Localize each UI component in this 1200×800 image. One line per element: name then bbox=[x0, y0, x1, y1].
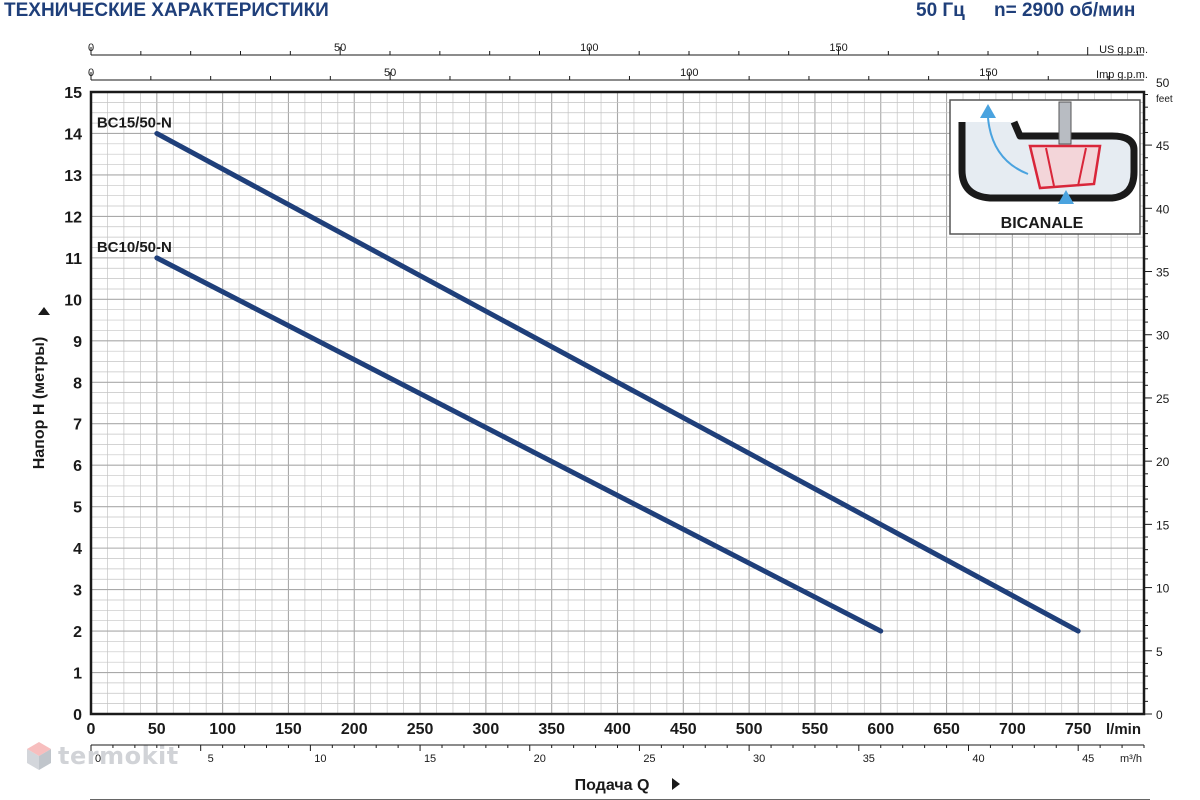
y-axis-label-group: Напор H (метры) bbox=[31, 307, 50, 469]
y-tick-label: 12 bbox=[64, 209, 82, 226]
x-tick-label: 100 bbox=[209, 721, 236, 738]
m3h-tick-label: 45 bbox=[1082, 753, 1094, 765]
cube-logo-icon bbox=[27, 742, 51, 770]
feet-tick-label: 45 bbox=[1156, 139, 1170, 153]
series-label-2: BC10/50-N bbox=[97, 239, 172, 256]
us-gpm-tick-label: 50 bbox=[334, 42, 346, 54]
feet-tick-label: 10 bbox=[1156, 582, 1170, 596]
y-tick-label: 13 bbox=[64, 168, 82, 185]
x-tick-label: 500 bbox=[736, 721, 763, 738]
plot-frame bbox=[89, 90, 1146, 716]
m3h-tick-label: 40 bbox=[972, 753, 984, 765]
imp-gpm-tick-label: 150 bbox=[979, 67, 997, 79]
y-tick-label: 10 bbox=[64, 292, 82, 309]
x-tick-label: 0 bbox=[87, 721, 96, 738]
watermark: termokit bbox=[26, 738, 179, 774]
y-tick-label: 6 bbox=[73, 458, 82, 475]
feet-tick-label: 50 bbox=[1156, 76, 1170, 90]
x-axis-arrow-icon bbox=[672, 778, 680, 790]
shaft-icon bbox=[1058, 101, 1072, 145]
speed-label: n= 2900 об/мин bbox=[994, 0, 1136, 21]
x-tick-label: 350 bbox=[538, 721, 565, 738]
series-line-1 bbox=[154, 130, 1081, 634]
feet-tick-label: 20 bbox=[1156, 455, 1170, 469]
m3h-tick-label: 0 bbox=[95, 753, 101, 765]
x-tick-label: 300 bbox=[473, 721, 500, 738]
m3h-tick-label: 30 bbox=[753, 753, 765, 765]
x-tick-label: 200 bbox=[341, 721, 368, 738]
frequency-label: 50 Гц bbox=[916, 0, 965, 21]
x-tick-label: 150 bbox=[275, 721, 302, 738]
imp-gpm-tick-label: 100 bbox=[680, 67, 698, 79]
y-tick-label: 14 bbox=[64, 126, 82, 143]
x-tick-label: 700 bbox=[999, 721, 1026, 738]
inset-label: BICANALE bbox=[1001, 215, 1084, 232]
series-line-2 bbox=[154, 255, 884, 634]
y-tick-label: 1 bbox=[73, 666, 82, 683]
feet-tick-label: 15 bbox=[1156, 518, 1170, 532]
feet-tick-label: 0 bbox=[1156, 708, 1163, 722]
y-axis-label: Напор H (метры) bbox=[31, 337, 48, 470]
series: BC15/50-N BC10/50-N bbox=[97, 114, 1081, 634]
y-tick-label: 2 bbox=[73, 624, 82, 641]
x-tick-label: 550 bbox=[802, 721, 829, 738]
us-gpm-unit-label: US g.p.m. bbox=[1099, 44, 1148, 56]
x-tick-label: 600 bbox=[867, 721, 894, 738]
m3h-tick-label: 10 bbox=[314, 753, 326, 765]
y-axis-arrow-icon bbox=[38, 307, 50, 315]
y-tick-label: 4 bbox=[73, 541, 82, 558]
imp-gpm-unit-label: Imp g.p.m. bbox=[1096, 69, 1148, 81]
x-tick-label: 50 bbox=[148, 721, 166, 738]
x-unit-label: l/min bbox=[1106, 721, 1141, 738]
series-label-1: BC15/50-N bbox=[97, 114, 172, 131]
x-tick-label: 750 bbox=[1065, 721, 1092, 738]
m3h-tick-label: 15 bbox=[424, 753, 436, 765]
flow-arrow-icon bbox=[987, 117, 1029, 175]
y-tick-label: 3 bbox=[73, 583, 82, 600]
feet-tick-label: 25 bbox=[1156, 392, 1170, 406]
imp-gpm-tick-label: 50 bbox=[384, 67, 396, 79]
y-tick-label: 8 bbox=[73, 375, 82, 392]
feet-tick-label: 40 bbox=[1156, 202, 1170, 216]
page-title: ТЕХНИЧЕСКИЕ ХАРАКТЕРИСТИКИ bbox=[4, 0, 329, 21]
y-tick-label: 7 bbox=[73, 417, 82, 434]
x-axis-label: Подача Q bbox=[575, 777, 650, 794]
m3h-tick-label: 25 bbox=[643, 753, 655, 765]
us-gpm-tick-label: 0 bbox=[88, 42, 94, 54]
feet-tick-label: 35 bbox=[1156, 266, 1170, 280]
us-gpm-tick-label: 100 bbox=[580, 42, 598, 54]
y-tick-label: 11 bbox=[65, 251, 82, 268]
m3h-tick-label: 20 bbox=[534, 753, 546, 765]
bicanale-inset: BICANALE bbox=[949, 99, 1141, 235]
imp-gpm-tick-label: 0 bbox=[88, 67, 94, 79]
x-tick-label: 400 bbox=[604, 721, 631, 738]
x-tick-label: 650 bbox=[933, 721, 960, 738]
us-gpm-tick-label: 150 bbox=[829, 42, 847, 54]
impeller-icon bbox=[1028, 144, 1102, 190]
m3h-tick-label: 35 bbox=[863, 753, 875, 765]
y-tick-label: 5 bbox=[73, 500, 82, 517]
m3h-tick-label: 5 bbox=[208, 753, 214, 765]
x-tick-label: 450 bbox=[670, 721, 697, 738]
feet-tick-label: 5 bbox=[1156, 645, 1163, 659]
m3h-unit-label: m³/h bbox=[1120, 753, 1142, 765]
watermark-text: termokit bbox=[58, 742, 179, 770]
x-tick-label: 250 bbox=[407, 721, 434, 738]
y-tick-label: 9 bbox=[73, 334, 82, 351]
y-tick-label: 15 bbox=[64, 85, 82, 102]
feet-tick-label: 30 bbox=[1156, 329, 1170, 343]
y-tick-label: 0 bbox=[73, 707, 82, 724]
grid bbox=[90, 91, 1145, 715]
feet-unit-label: feet bbox=[1156, 94, 1173, 105]
